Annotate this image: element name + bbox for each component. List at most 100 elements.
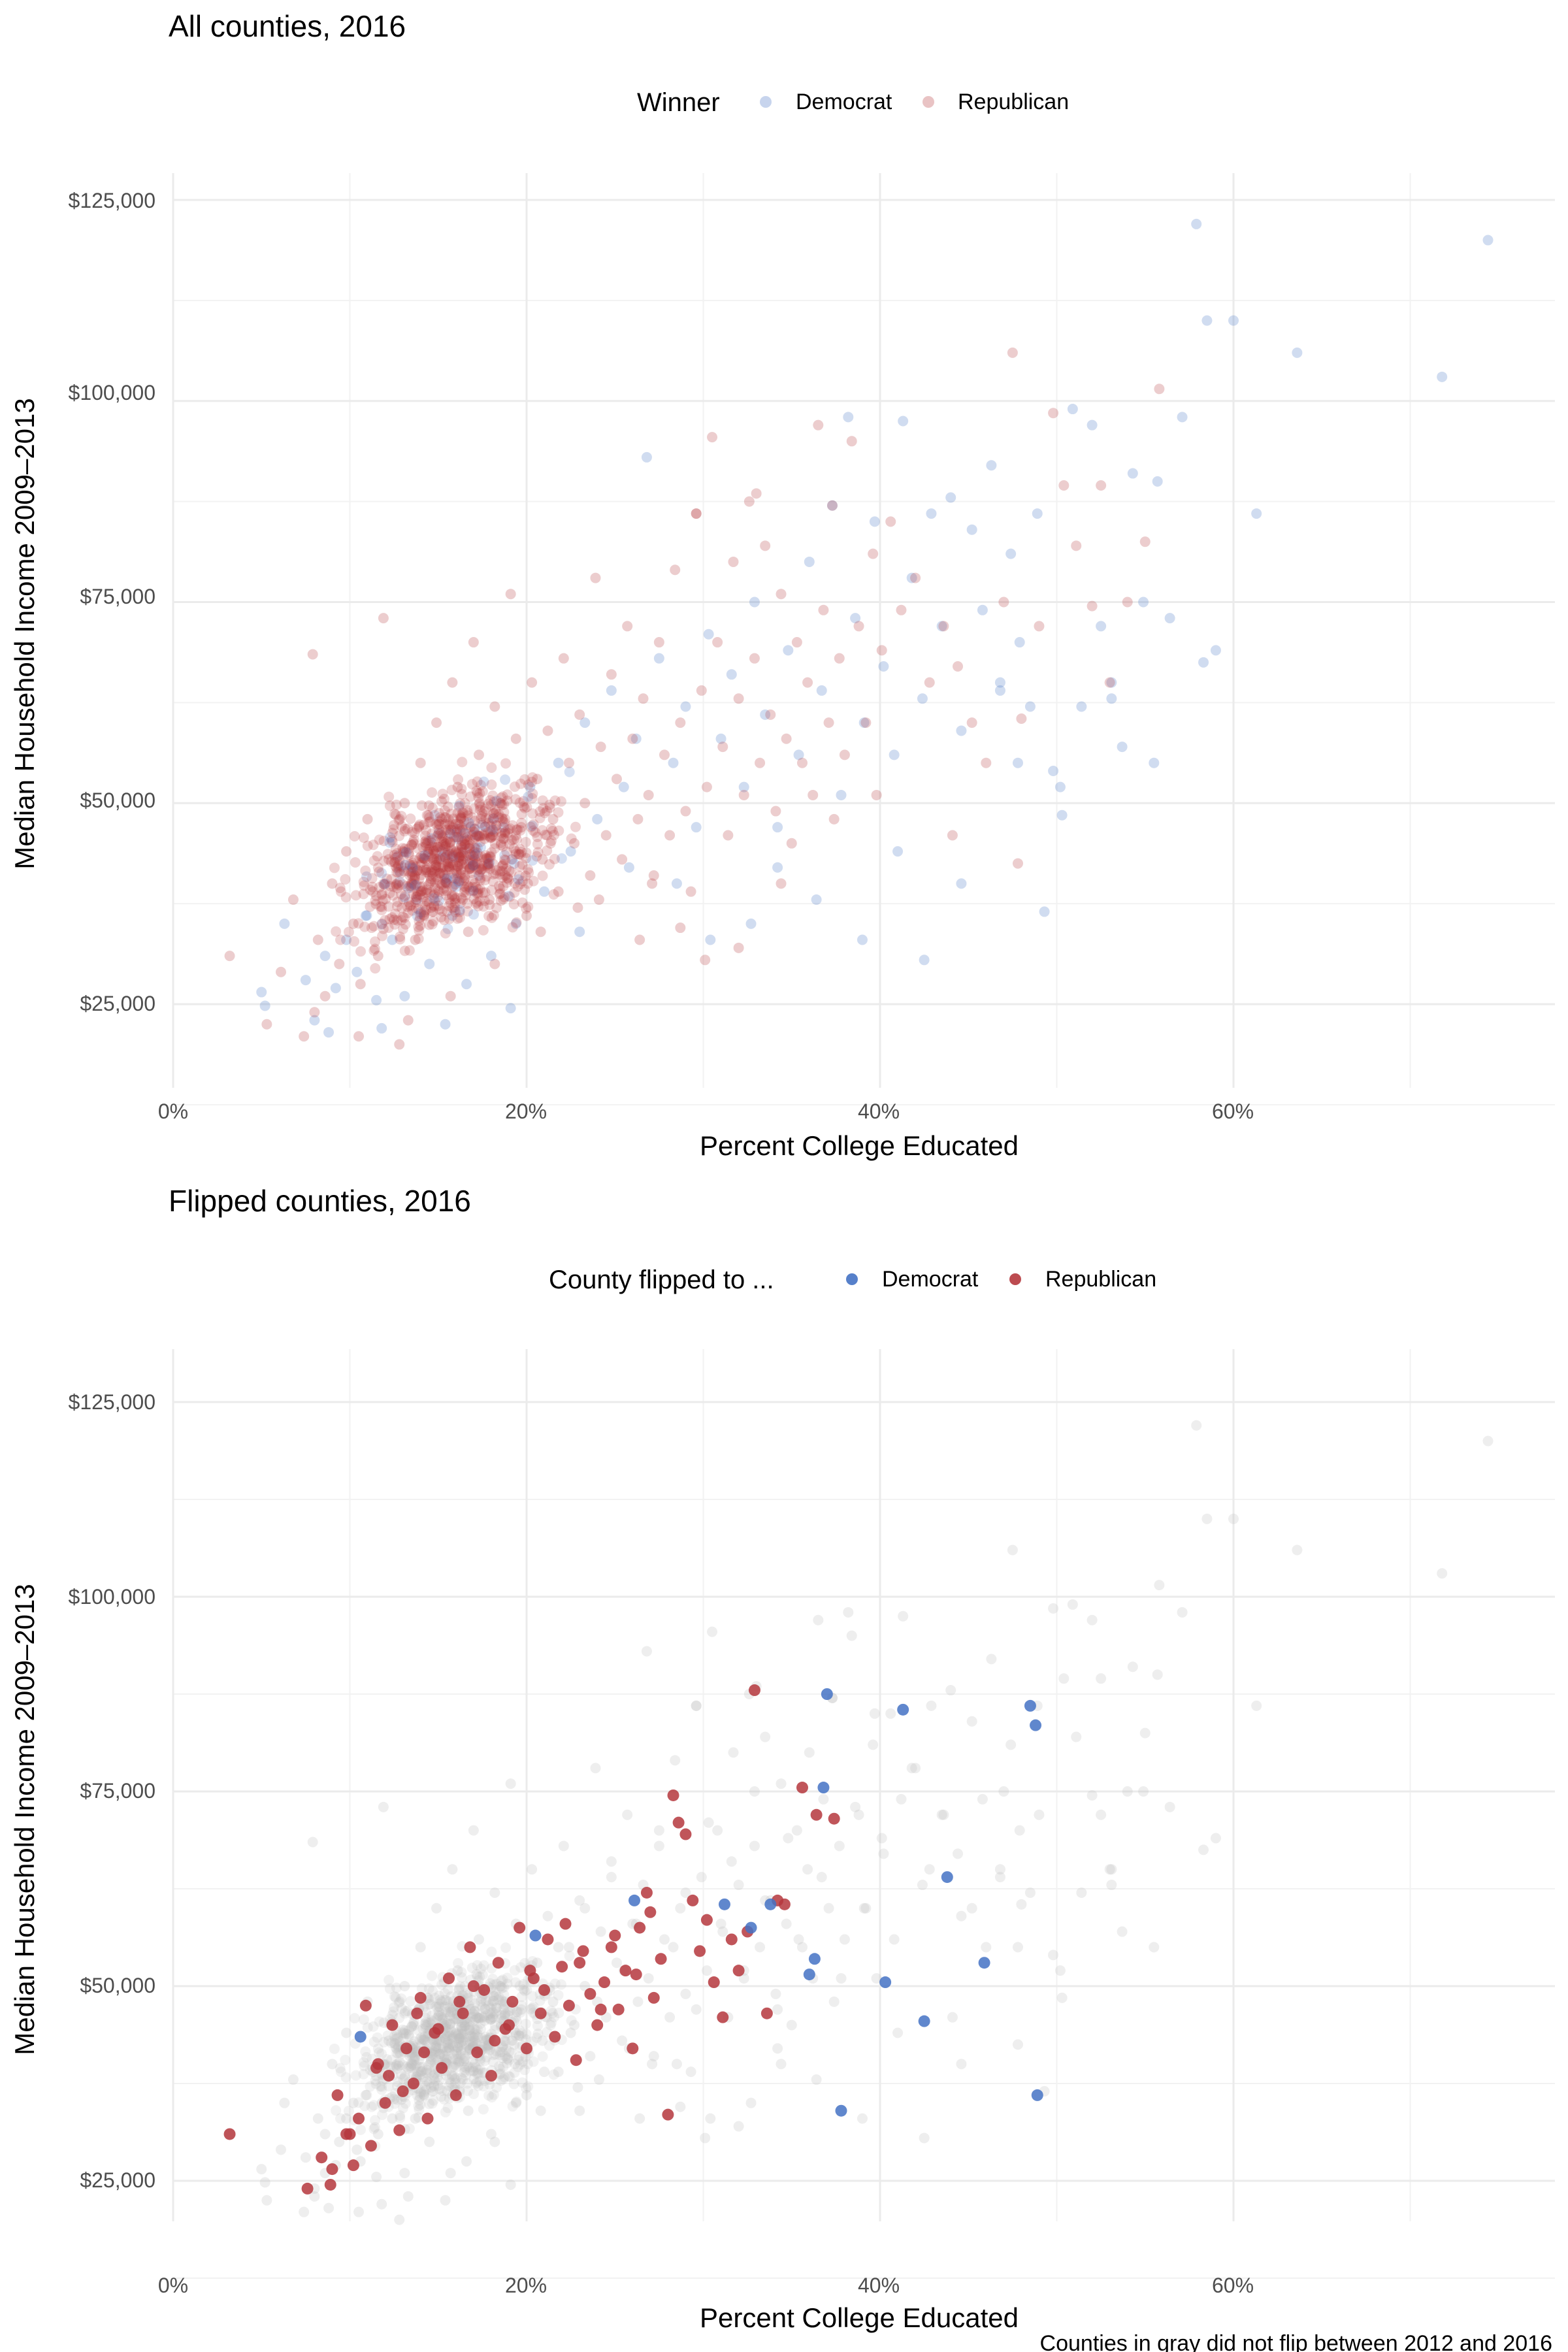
- data-point-democrat: [259, 1000, 270, 1011]
- data-point-democrat: [705, 934, 716, 945]
- data-point-not-flipped: [733, 2121, 744, 2132]
- data-point-republican: [350, 857, 361, 868]
- data-point-not-flipped: [433, 2080, 444, 2091]
- data-point-republican: [496, 827, 507, 838]
- data-point-republican: [434, 819, 445, 830]
- data-point-flipped-republican: [640, 1886, 653, 1899]
- data-point-republican: [417, 892, 429, 903]
- data-point-republican: [402, 1015, 414, 1026]
- data-point-flipped-republican: [383, 2070, 395, 2082]
- data-point-republican: [404, 945, 415, 956]
- data-point-republican: [451, 845, 462, 857]
- data-point-republican: [398, 862, 409, 873]
- data-point-flipped-democrat: [879, 1976, 892, 1989]
- data-point-flipped-republican: [365, 2140, 377, 2152]
- data-point-not-flipped: [417, 2034, 429, 2045]
- data-point-not-flipped: [498, 2040, 509, 2051]
- data-point-not-flipped: [458, 2055, 469, 2066]
- data-point-not-flipped: [409, 2053, 420, 2065]
- data-point-not-flipped: [478, 1960, 489, 1971]
- data-point-not-flipped: [465, 2016, 476, 2027]
- data-point-republican: [465, 843, 476, 854]
- data-point-republican: [467, 859, 478, 870]
- data-point-not-flipped: [468, 2008, 479, 2019]
- data-point-not-flipped: [442, 2053, 453, 2064]
- data-point-flipped-republican: [591, 2019, 604, 2031]
- data-point-republican: [442, 834, 453, 845]
- data-point-republican: [542, 830, 553, 841]
- data-point-not-flipped: [483, 2009, 494, 2020]
- data-point-republican: [495, 840, 506, 851]
- data-point-not-flipped: [392, 2076, 403, 2087]
- data-point-not-flipped: [791, 1825, 802, 1836]
- data-point-republican: [485, 800, 497, 811]
- data-point-democrat: [487, 824, 498, 835]
- data-point-not-flipped: [329, 2043, 340, 2054]
- data-point-flipped-democrat: [978, 1957, 990, 1969]
- data-point-republican: [477, 860, 488, 872]
- data-point-not-flipped: [796, 1942, 808, 1953]
- data-point-democrat: [442, 923, 453, 934]
- data-point-republican: [423, 848, 434, 859]
- data-point-flipped-republican: [489, 2034, 501, 2047]
- data-point-republican: [367, 873, 378, 884]
- data-point-republican: [516, 846, 527, 857]
- data-point-not-flipped: [553, 2066, 564, 2078]
- data-point-republican: [442, 849, 453, 860]
- data-point-democrat: [463, 817, 474, 828]
- data-point-republican: [808, 789, 819, 800]
- data-point-republican: [404, 870, 416, 881]
- data-point-republican: [452, 849, 463, 860]
- data-point-democrat: [760, 709, 771, 720]
- data-point-republican: [440, 841, 451, 853]
- data-point-republican: [378, 613, 389, 624]
- data-point-republican: [487, 816, 498, 827]
- data-point-republican: [431, 819, 442, 830]
- data-point-not-flipped: [453, 1985, 465, 1996]
- data-point-republican: [459, 835, 470, 846]
- data-point-democrat: [574, 926, 585, 938]
- data-point-not-flipped: [1012, 2039, 1023, 2050]
- data-point-republican: [553, 886, 564, 897]
- data-point-not-flipped: [489, 1980, 500, 1991]
- data-point-republican: [460, 890, 471, 901]
- data-point-not-flipped: [444, 2001, 455, 2012]
- data-point-republican: [419, 911, 430, 922]
- data-point-flipped-republican: [316, 2151, 328, 2164]
- data-point-republican: [470, 843, 481, 854]
- data-point-republican: [523, 867, 534, 878]
- data-point-republican: [462, 808, 473, 819]
- data-point-not-flipped: [446, 2006, 457, 2017]
- data-point-republican: [519, 802, 531, 813]
- y-tick-label: $100,000: [69, 1585, 155, 1609]
- data-point-republican: [437, 789, 448, 800]
- data-point-not-flipped: [408, 2068, 419, 2080]
- data-point-republican: [472, 888, 483, 899]
- data-point-not-flipped: [454, 2040, 465, 2051]
- data-point-not-flipped: [460, 2021, 471, 2032]
- data-point-republican: [415, 909, 426, 920]
- data-point-republican: [523, 779, 534, 790]
- data-point-not-flipped: [462, 2078, 473, 2089]
- data-point-republican: [433, 828, 444, 840]
- data-point-republican: [389, 819, 400, 830]
- data-point-not-flipped: [501, 2057, 512, 2068]
- data-point-democrat: [726, 669, 737, 680]
- data-point-republican: [438, 868, 449, 879]
- data-point-republican: [473, 749, 484, 760]
- data-point-not-flipped: [512, 2061, 523, 2072]
- data-point-flipped-republican: [542, 1933, 554, 1946]
- data-point-republican: [451, 827, 462, 838]
- data-point-republican: [428, 915, 439, 926]
- data-point-republican: [455, 813, 466, 825]
- data-point-not-flipped: [442, 2042, 453, 2053]
- data-point-flipped-republican: [732, 1965, 745, 1977]
- data-point-republican: [426, 828, 437, 840]
- data-point-republican: [469, 842, 480, 853]
- data-point-republican: [358, 876, 369, 887]
- data-point-not-flipped: [447, 2053, 458, 2064]
- data-point-republican: [448, 881, 459, 892]
- data-point-republican: [434, 904, 445, 915]
- data-point-republican: [416, 800, 427, 811]
- data-point-democrat: [400, 860, 411, 871]
